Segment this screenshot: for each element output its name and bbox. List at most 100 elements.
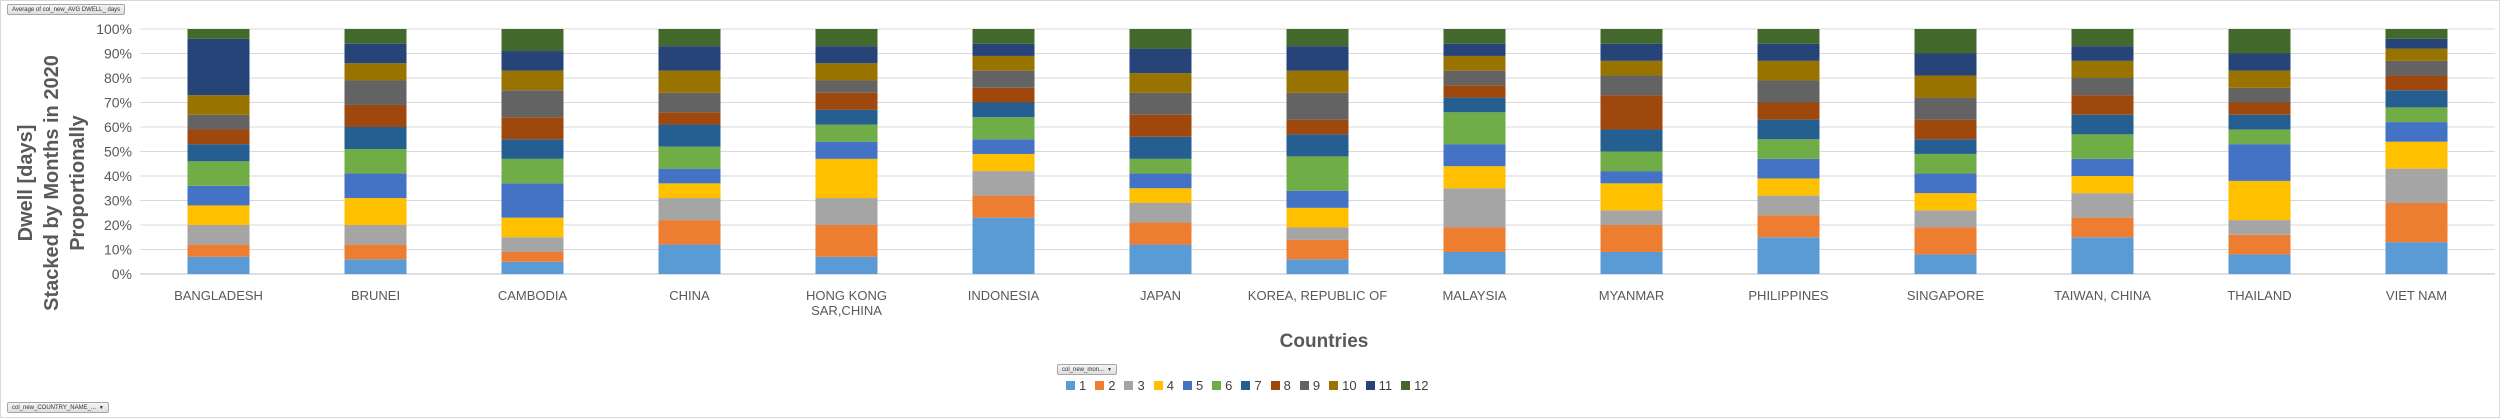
bar-segment [344,104,407,127]
legend-swatch [1212,380,1222,390]
bar-segment [187,144,250,162]
bar-segment [344,63,407,81]
bar-segment [815,124,878,142]
bar-segment [1914,97,1977,120]
legend-label: 4 [1166,377,1174,393]
bar-segment [815,225,878,257]
bar-segment [2385,75,2448,91]
bar-segment [344,244,407,260]
bar-segment [1757,29,1820,44]
bar-segment [1286,119,1349,135]
x-tick-label: THAILAND [2227,288,2291,303]
bar-segment [1914,193,1977,211]
legend-swatch [1153,380,1163,390]
bar-segment [1600,29,1663,44]
legend-label: 8 [1283,377,1291,393]
bar-segment [1286,156,1349,191]
bar-segment [1757,178,1820,196]
bar-segment [1600,225,1663,252]
bar-segment [2228,29,2291,54]
bar-segment [972,217,1035,274]
x-axis-ticks: BANGLADESH BRUNEI CAMBODIA CHINA HONG KONG SA… [174,288,2447,318]
bar-segment [1914,173,1977,194]
bar-segment [2228,220,2291,235]
bar-segment [2385,60,2448,76]
legend-item: 6 [1212,378,1232,393]
x-tick-label: INDONESIA [968,288,1040,303]
bar-segment [2071,78,2134,96]
legend-label: 10 [1342,377,1357,393]
y-axis-ticks: 0% 10% 20% 30% 40% 50% 60% 70% 80% 90% 100% [96,21,132,282]
value-field-button[interactable]: Average of col_new_AVG DWELL_ days [7,4,126,15]
bar-segment [1757,43,1820,61]
bar-segment [1914,139,1977,154]
legend-item: 5 [1182,378,1203,393]
bar-segment [344,149,407,174]
bar-segment [815,63,878,81]
x-tick-label: SINGAPORE [1907,288,1985,303]
bar-segment [1600,60,1663,76]
bar-segment [2385,202,2448,243]
bar-segment [2385,242,2448,274]
value-field-label: Average of col_new_AVG DWELL_ days [12,7,121,13]
bar-segment [972,139,1035,154]
bar-segment [1129,222,1192,245]
bar-segment [1443,55,1506,71]
bar-segment [972,70,1035,88]
legend-swatch [1124,380,1134,390]
axis-field-button[interactable]: col_new_COUNTRY_NAME_... ▼ [7,402,109,413]
bar-segment [1757,237,1820,274]
bar-segment [2385,107,2448,123]
bar-segment [501,51,564,71]
bar-segment [815,256,878,274]
bar-segment [187,256,250,274]
bar-segment [1914,75,1977,98]
bar-segment [1914,53,1977,76]
x-tick-label: JAPAN [1140,288,1181,303]
legend-label: 1 [1079,377,1087,393]
bar-segment [1286,134,1349,157]
bar-segment [1129,202,1192,223]
bar-segment [187,244,250,257]
bar-stacks [187,29,2448,274]
bar-segment [501,183,564,218]
bar-segment [2228,180,2291,221]
bar-segment [344,43,407,64]
y-tick-label: 40% [104,168,132,184]
legend-field-button[interactable]: col_new_mon... ▼ [1057,364,1117,375]
x-axis-title: Countries [1280,331,1369,352]
bar-segment [1600,75,1663,96]
legend-item: 10 [1329,377,1357,393]
y-tick-label: 0% [112,266,132,282]
bar-segment [2228,70,2291,88]
bar-segment [1286,46,1349,71]
bar-segment [1286,190,1349,208]
x-tick-label: CAMBODIA [498,288,568,303]
bar-segment [658,124,721,147]
bar-segment [2228,234,2291,255]
bar-segment [1443,85,1506,98]
bar-segment [1757,139,1820,159]
legend-label: 9 [1312,377,1321,393]
bar-segment [501,261,564,274]
bar-segment [658,244,721,274]
bar-segment [1129,73,1192,93]
bar-segment [2071,95,2134,115]
legend-item: 9 [1299,377,1321,393]
legend-label: 11 [1378,377,1393,393]
legend-item: 7 [1241,378,1262,393]
legend-item: 3 [1124,378,1145,393]
bar-segment [1129,244,1192,274]
legend-item: 8 [1270,377,1291,393]
bar-segment [187,205,250,225]
bar-segment [1914,153,1977,174]
bar-segment [658,29,721,47]
bar-segment [1443,227,1506,252]
bar-segment [187,114,250,130]
y-tick-label: 80% [104,70,132,86]
bar-segment [2385,48,2448,61]
bar-segment [501,237,564,252]
bar-segment [815,29,878,47]
legend-swatch [1066,380,1075,390]
